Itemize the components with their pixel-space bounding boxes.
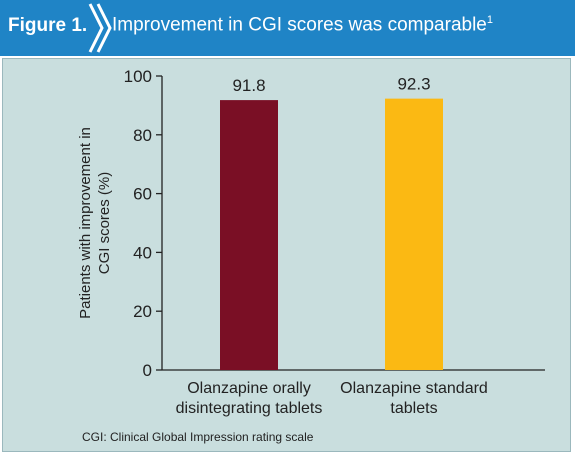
bar <box>220 100 278 370</box>
y-tick-label: 80 <box>133 126 152 145</box>
x-category-label-line: Olanzapine orally <box>187 380 311 397</box>
y-tick-label: 100 <box>124 67 152 86</box>
y-tick-label: 0 <box>143 361 152 380</box>
bar <box>385 99 443 370</box>
bar-value-label: 91.8 <box>232 76 265 95</box>
bar-value-label: 92.3 <box>397 75 430 94</box>
y-axis-label-line: Patients with improvement in <box>77 127 94 319</box>
x-category-label-line: Olanzapine standard <box>340 380 488 397</box>
x-category-label-line: disintegrating tablets <box>176 400 323 417</box>
y-tick-label: 60 <box>133 185 152 204</box>
footnote: CGI: Clinical Global Impression rating s… <box>82 430 313 444</box>
x-category-label-line: tablets <box>390 400 437 417</box>
y-tick-label: 40 <box>133 243 152 262</box>
x-category-label: Olanzapine standard tablets <box>340 380 488 417</box>
y-tick-label: 20 <box>133 302 152 321</box>
y-axis-label: Patients with improvement in CGI scores (… <box>77 127 113 319</box>
x-category-label: Olanzapine orally disintegrating tablets <box>176 380 323 417</box>
y-axis-label-line: CGI scores (%) <box>96 172 113 275</box>
